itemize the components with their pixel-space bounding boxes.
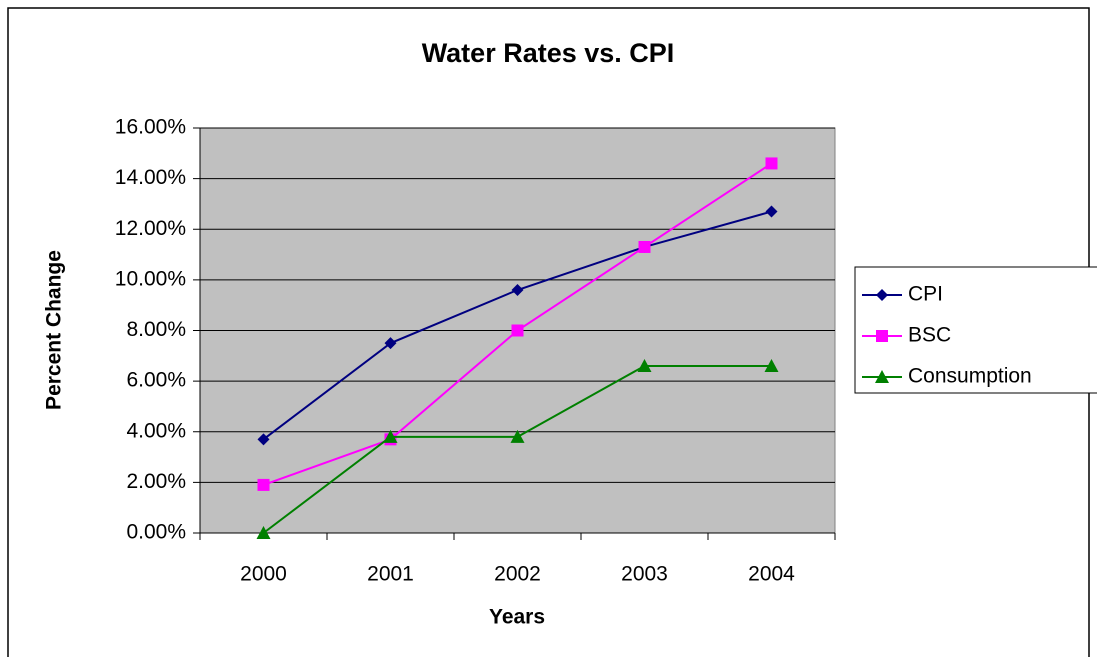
y-tick-label: 4.00% [126,419,186,442]
x-tick-label: 2004 [748,563,795,586]
y-tick-label: 6.00% [126,369,186,392]
marker [257,433,270,446]
marker [764,358,779,372]
y-tick-label: 8.00% [126,318,186,341]
y-tick-label: 10.00% [115,267,186,290]
marker [384,337,397,350]
marker [765,205,778,218]
marker [511,284,524,296]
y-axis-label: Percent Change [43,250,66,410]
marker [257,478,270,491]
marker [510,429,525,443]
marker [511,324,524,337]
y-tick-label: 14.00% [115,166,186,189]
x-tick-label: 2001 [367,563,414,586]
y-tick-label: 12.00% [115,217,186,240]
y-tick-label: 2.00% [126,470,186,493]
legend-label: Consumption [908,365,1032,388]
y-tick-label: 0.00% [126,521,186,544]
legend-label: BSC [908,324,951,347]
marker [637,358,652,372]
x-axis-label: Years [489,606,545,629]
legend [854,266,1097,394]
marker [256,526,271,539]
marker [383,429,398,443]
x-tick-label: 2003 [621,563,668,586]
marker [876,289,888,301]
marker [765,157,778,170]
marker [875,370,889,383]
y-tick-label: 16.00% [115,116,186,139]
x-tick-label: 2000 [240,563,287,586]
legend-label: CPI [908,283,943,306]
x-tick-label: 2002 [494,563,541,586]
marker [876,330,888,342]
chart-title: Water Rates vs. CPI [422,38,675,68]
marker [638,240,651,253]
